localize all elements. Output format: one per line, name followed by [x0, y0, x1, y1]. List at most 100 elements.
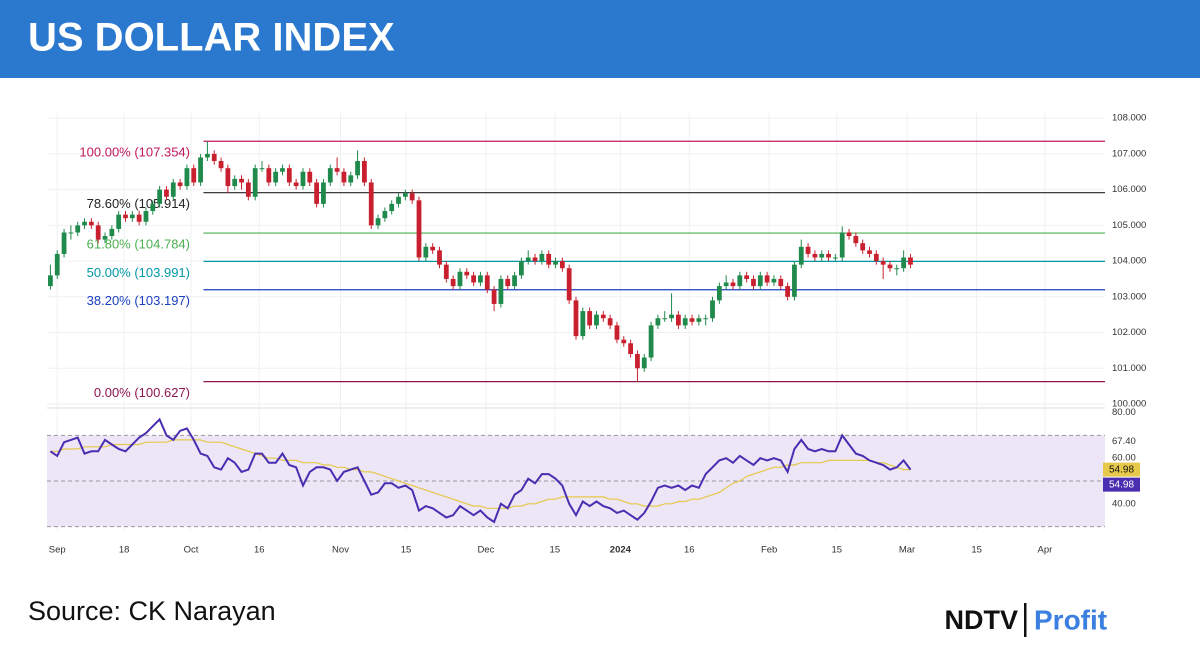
candle-body	[853, 236, 859, 244]
candle	[525, 250, 531, 265]
candle	[532, 253, 538, 265]
candle-body	[88, 221, 94, 226]
candle	[457, 268, 463, 290]
y-tick-label: 104.000	[1112, 256, 1146, 267]
candle	[682, 314, 688, 329]
candle	[675, 311, 681, 329]
y-tick-label: 102.000	[1112, 327, 1146, 338]
candle-body	[539, 253, 545, 262]
candle	[587, 307, 593, 329]
candle	[662, 311, 668, 322]
candle	[198, 153, 203, 187]
candle-body	[600, 314, 606, 319]
candle	[136, 211, 142, 226]
candle-body	[129, 214, 135, 219]
candle	[423, 243, 429, 262]
candle	[164, 186, 169, 201]
candle-body	[225, 168, 231, 187]
candle-body	[607, 318, 613, 326]
candle	[245, 178, 251, 201]
candle	[218, 157, 224, 172]
fib-label: 100.00% (107.354)	[79, 145, 190, 160]
candle	[157, 186, 163, 208]
candle	[416, 196, 422, 262]
candle-body	[655, 318, 661, 326]
fib-label: 38.20% (103.197)	[87, 293, 190, 308]
x-tick-label: 15	[831, 545, 842, 556]
candle-body	[792, 264, 797, 297]
candle-body	[839, 232, 845, 258]
y-tick-label: 100.000	[1112, 399, 1146, 410]
candle	[792, 261, 797, 301]
candle	[443, 261, 449, 283]
candle-body	[580, 311, 586, 337]
candle-body	[68, 232, 74, 234]
candle-body	[266, 168, 272, 183]
candle-body	[703, 318, 709, 320]
candle-body	[505, 278, 511, 287]
candle	[225, 164, 231, 194]
candle	[908, 253, 913, 269]
candle	[751, 275, 756, 290]
candle-body	[730, 282, 736, 287]
y-tick-label: 106.000	[1112, 184, 1146, 195]
candle	[553, 257, 558, 269]
candle	[348, 171, 354, 187]
candle-body	[239, 178, 244, 183]
chart-title: US DOLLAR INDEX	[28, 16, 395, 60]
candle	[54, 250, 60, 279]
candle-body	[389, 203, 395, 212]
candle	[184, 164, 190, 190]
candle-body	[198, 157, 203, 183]
candle	[566, 264, 572, 304]
candle-body	[150, 203, 156, 212]
candle	[116, 211, 122, 233]
candle	[839, 226, 845, 262]
candle-body	[430, 246, 436, 251]
candle-body	[621, 339, 627, 344]
y-tick-label: 80.00	[1112, 407, 1136, 418]
candle-body	[157, 189, 163, 204]
candle	[880, 257, 886, 279]
candle	[191, 164, 197, 187]
candle	[832, 253, 838, 262]
candle-body	[908, 257, 913, 265]
candle-body	[614, 325, 620, 340]
x-tick-label: 16	[254, 545, 265, 556]
candle-body	[846, 232, 852, 237]
candle-body	[860, 243, 866, 251]
candle	[402, 189, 408, 201]
candle-body	[484, 275, 490, 290]
candle	[805, 243, 811, 258]
candle-body	[689, 318, 695, 322]
candle	[853, 232, 859, 247]
candle-body	[437, 250, 442, 265]
candle	[655, 314, 661, 329]
candle	[846, 228, 852, 240]
x-tick-label: Sep	[49, 545, 66, 556]
candle-body	[559, 261, 565, 269]
candle-body	[826, 253, 831, 258]
candle-body	[362, 161, 367, 183]
candle	[430, 243, 436, 254]
candle-body	[327, 168, 333, 183]
candle	[123, 211, 128, 222]
candle	[293, 178, 299, 190]
last-value-label: 54.98	[1109, 479, 1134, 490]
x-tick-label: 18	[119, 545, 130, 556]
candle	[512, 271, 517, 290]
candle	[669, 293, 674, 322]
candle	[621, 336, 627, 347]
candle-body	[184, 168, 190, 187]
candle	[519, 257, 524, 279]
candle-body	[177, 182, 183, 187]
candle	[75, 221, 81, 237]
candle	[109, 225, 115, 240]
candle-body	[211, 153, 217, 162]
candle	[710, 296, 715, 322]
candle-body	[164, 189, 169, 197]
candle-body	[75, 225, 81, 233]
x-tick-label: Nov	[332, 545, 349, 556]
candle-body	[170, 182, 176, 197]
